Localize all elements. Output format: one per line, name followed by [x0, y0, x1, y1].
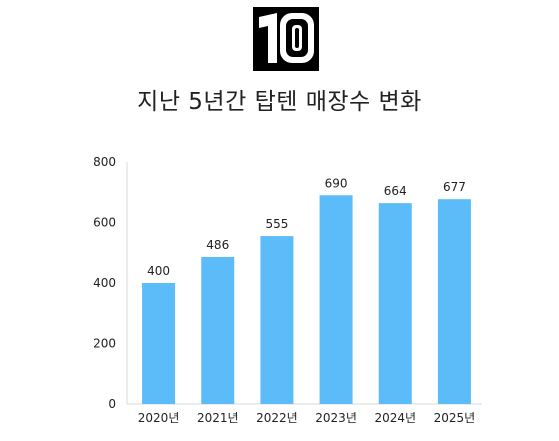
data-label: 677 [443, 180, 466, 194]
category-label: 2024년 [374, 411, 416, 425]
bar [260, 236, 294, 404]
data-label: 555 [265, 217, 288, 231]
bar [142, 283, 176, 404]
data-label: 690 [325, 176, 348, 190]
bar [319, 195, 353, 404]
data-labels-group: 400 486 555 690 664 677 [147, 176, 466, 278]
y-axis-tick-labels: 0 200 400 600 800 [93, 155, 116, 411]
category-labels-group: 2020년 2021년 2022년 2023년 2024년 2025년 [138, 411, 475, 425]
category-label: 2022년 [256, 411, 298, 425]
data-label: 664 [384, 184, 407, 198]
bar [378, 203, 412, 404]
y-tick-label: 200 [93, 337, 116, 351]
category-label: 2021년 [197, 411, 239, 425]
y-tick-label: 600 [93, 216, 116, 230]
data-label: 486 [206, 238, 229, 252]
y-tick-label: 0 [108, 397, 116, 411]
category-label: 2023년 [315, 411, 357, 425]
data-label: 400 [147, 264, 170, 278]
y-tick-label: 800 [93, 155, 116, 169]
y-tick-label: 400 [93, 276, 116, 290]
category-label: 2025년 [434, 411, 476, 425]
top10-logo-icon [253, 7, 319, 71]
bar [437, 199, 471, 404]
bar [201, 256, 235, 404]
chart-title: 지난 5년간 탑텐 매장수 변화 [137, 89, 422, 115]
category-label: 2020년 [138, 411, 180, 425]
bars-group [142, 195, 471, 404]
